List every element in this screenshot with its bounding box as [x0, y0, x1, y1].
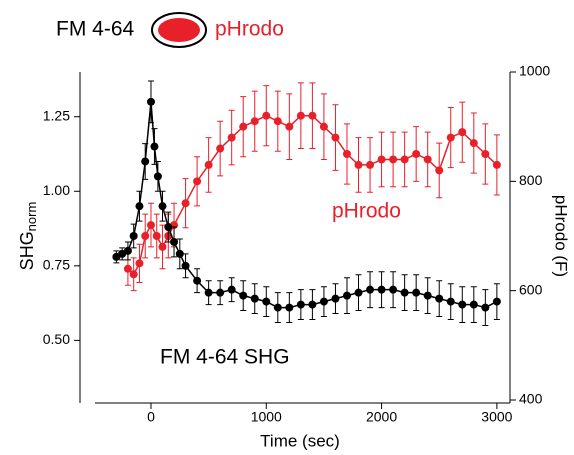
y-axis-title: SHGnorm — [17, 202, 40, 271]
data-point — [285, 122, 294, 131]
x-tick-label: 1000 — [251, 409, 282, 425]
data-point — [216, 288, 225, 297]
x-tick-label: 2000 — [366, 409, 397, 425]
data-point — [458, 128, 467, 137]
data-point — [273, 303, 282, 312]
data-point — [204, 288, 213, 297]
data-point — [181, 199, 190, 208]
data-point — [250, 294, 259, 303]
data-point — [400, 155, 409, 164]
data-point — [141, 157, 150, 166]
x-tick-label: 0 — [147, 409, 155, 425]
data-point — [446, 133, 455, 142]
series-line — [116, 101, 498, 309]
data-point — [319, 122, 328, 131]
data-point — [342, 291, 351, 300]
annotation: FM 4-64 SHG — [160, 346, 290, 369]
data-point — [158, 202, 167, 211]
data-point — [181, 261, 190, 270]
data-point — [204, 160, 213, 169]
data-point — [366, 285, 375, 294]
data-point — [492, 160, 501, 169]
data-point — [193, 276, 202, 285]
legend-ring — [151, 12, 207, 48]
data-point — [152, 232, 161, 240]
data-point — [153, 172, 162, 181]
y2-tick-label: 600 — [519, 281, 543, 297]
data-point — [423, 155, 432, 164]
data-point — [435, 294, 444, 303]
data-point — [366, 160, 375, 169]
data-point — [227, 285, 236, 294]
data-point — [308, 300, 317, 309]
data-point — [158, 242, 167, 251]
y2-tick-label: 1000 — [519, 63, 550, 79]
y2-tick-label: 800 — [519, 172, 543, 188]
legend-swatch — [158, 18, 200, 42]
data-point — [175, 249, 184, 258]
data-point — [492, 297, 501, 306]
data-point — [239, 122, 248, 131]
data-point — [469, 139, 478, 148]
data-point — [129, 232, 138, 240]
data-point — [412, 288, 421, 297]
data-point — [412, 150, 421, 158]
data-point — [164, 223, 173, 232]
data-point — [216, 144, 225, 153]
data-point — [342, 150, 351, 158]
data-point — [150, 142, 159, 151]
data-point — [308, 111, 317, 120]
data-point — [146, 97, 155, 106]
data-point — [285, 303, 294, 312]
x-tick-label: 3000 — [481, 409, 512, 425]
y-axis-title-main: SHG — [17, 231, 37, 270]
data-point — [331, 294, 340, 303]
data-point — [400, 288, 409, 297]
data-point — [250, 117, 259, 126]
data-point — [296, 300, 305, 309]
y2-axis-title: pHrodo (F) — [552, 195, 571, 277]
data-point — [389, 285, 398, 294]
data-point — [469, 300, 478, 309]
data-point — [135, 202, 144, 211]
data-point — [141, 232, 150, 240]
y2-tick-label: 400 — [519, 391, 543, 407]
annotation: pHrodo — [332, 200, 401, 223]
data-point — [262, 297, 271, 306]
data-point — [123, 264, 132, 273]
data-point — [319, 297, 328, 306]
data-point — [458, 300, 467, 309]
data-point — [296, 111, 305, 120]
data-point — [377, 155, 386, 164]
y-tick-label: 1.00 — [43, 182, 70, 198]
data-point — [273, 117, 282, 126]
data-point — [227, 133, 236, 142]
y-tick-label: 1.25 — [43, 107, 70, 123]
y-tick-label: 0.75 — [43, 257, 70, 273]
data-point — [170, 237, 179, 246]
data-point — [377, 285, 386, 294]
data-point — [481, 150, 490, 158]
data-point — [239, 291, 248, 300]
data-point — [354, 288, 363, 297]
data-point — [331, 133, 340, 142]
x-axis-title: Time (sec) — [260, 431, 340, 450]
data-point — [481, 303, 490, 312]
data-point — [193, 177, 202, 186]
data-point — [423, 291, 432, 300]
legend-entry: FM 4-64 — [56, 18, 135, 41]
y-axis-title-sub: norm — [24, 202, 39, 232]
data-point — [146, 221, 155, 230]
data-point — [262, 111, 271, 120]
y-tick-label: 0.50 — [43, 331, 70, 347]
data-point — [435, 166, 444, 175]
data-point — [389, 155, 398, 164]
data-point — [123, 246, 132, 255]
data-point — [135, 259, 144, 268]
data-point — [446, 297, 455, 306]
data-point — [354, 160, 363, 169]
data-point — [129, 270, 138, 279]
legend-entry: pHrodo — [215, 18, 284, 41]
